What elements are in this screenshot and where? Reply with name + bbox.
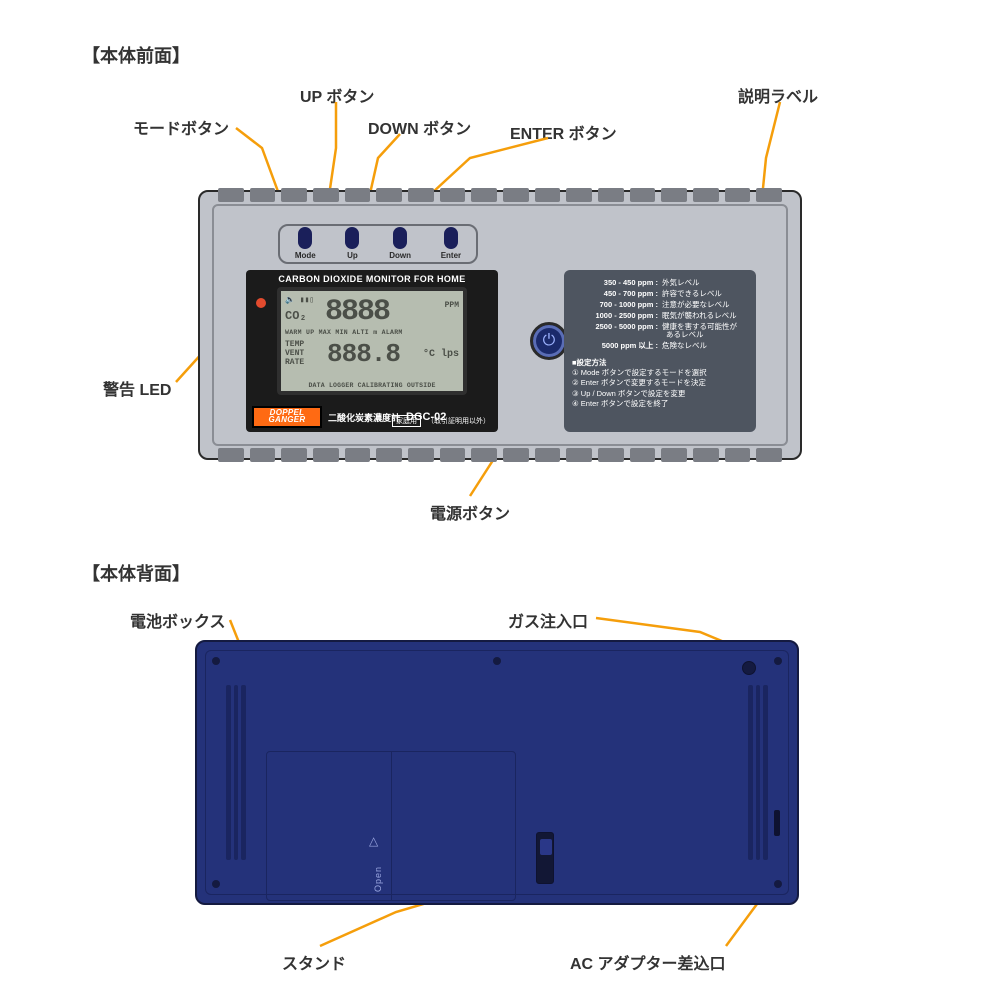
- lcd-left-labels: TEMP VENT RATE: [285, 341, 304, 367]
- info-level-desc: 眠気が襲われるレベル: [662, 311, 748, 322]
- info-level-row: 450 - 700 ppm :許容できるレベル: [572, 289, 748, 300]
- gas-inlet-port: [742, 661, 756, 675]
- down-button-label: Down: [389, 251, 411, 260]
- info-level-row: 700 - 1000 ppm :注意が必要なレベル: [572, 300, 748, 311]
- callout-down-button: DOWN ボタン: [368, 115, 471, 139]
- lcd-main-reading: 8888: [325, 295, 389, 329]
- info-sub-line: ④ Enter ボタンで設定を終了: [572, 399, 748, 409]
- callout-gas-inlet: ガス注入口: [508, 608, 588, 632]
- info-level-range: 2500 - 5000 ppm :: [572, 322, 662, 333]
- callout-stand: スタンド: [282, 950, 346, 974]
- lcd-title: CARBON DIOXIDE MONITOR FOR HOME: [246, 270, 498, 284]
- callout-mode-button: モードボタン: [133, 115, 229, 139]
- callout-ac-adapter-jack: AC アダプター差込口: [570, 950, 726, 974]
- screw-icon: [493, 657, 501, 665]
- mode-button-label: Mode: [295, 251, 316, 260]
- down-button[interactable]: [393, 227, 407, 249]
- section-title-front: 【本体前面】: [82, 42, 190, 68]
- callout-power-button: 電源ボタン: [430, 500, 510, 524]
- top-vent-slots: [218, 188, 782, 202]
- info-level-row: 5000 ppm 以上 :危険なレベル: [572, 341, 748, 352]
- lcd-secondary-reading: 888.8: [327, 339, 400, 369]
- home-use-tag: 家庭用: [392, 415, 421, 427]
- info-sub-line: ② Enter ボタンで変更するモードを決定: [572, 378, 748, 388]
- device-front: Mode Up Down Enter CARBON DIOXIDE MONITO…: [198, 190, 802, 460]
- callout-up-button: UP ボタン: [300, 83, 374, 107]
- callout-enter-button: ENTER ボタン: [510, 120, 617, 144]
- screw-icon: [212, 657, 220, 665]
- callout-warning-led: 警告 LED: [103, 376, 171, 400]
- screw-icon: [774, 657, 782, 665]
- bottom-vent-slots: [218, 448, 782, 462]
- info-level-range: 1000 - 2500 ppm :: [572, 311, 662, 322]
- info-level-desc: 危険なレベル: [662, 341, 748, 352]
- info-level-row: 1000 - 2500 ppm :眠気が襲われるレベル: [572, 311, 748, 322]
- info-level-desc: 許容できるレベル: [662, 289, 748, 300]
- warning-led: [256, 298, 266, 308]
- info-level-desc: 外気レベル: [662, 278, 748, 289]
- info-label: 350 - 450 ppm :外気レベル450 - 700 ppm :許容できる…: [564, 270, 756, 432]
- info-level-range: 700 - 1000 ppm :: [572, 300, 662, 311]
- info-level-range: 5000 ppm 以上 :: [572, 341, 662, 352]
- left-ridges: [226, 685, 246, 860]
- right-ridges: [748, 685, 768, 860]
- open-label: Open: [373, 866, 383, 892]
- callout-info-label: 説明ラベル: [738, 83, 818, 107]
- up-button[interactable]: [345, 227, 359, 249]
- lcd-co2-label: CO₂: [285, 309, 307, 323]
- info-sub-title: ■設定方法: [572, 358, 748, 368]
- lcd-status-icons: 🔈 ▮▮▯: [285, 295, 314, 305]
- lcd-mid-indicators: WARM UP MAX MIN ALTI m ALARM: [285, 329, 403, 336]
- screw-icon: [212, 880, 220, 888]
- device-back: △ Open: [195, 640, 799, 905]
- info-sub-line: ③ Up / Down ボタンで設定を変更: [572, 389, 748, 399]
- info-level-row: 350 - 450 ppm :外気レベル: [572, 278, 748, 289]
- power-icon: ⏻: [543, 332, 556, 350]
- info-level-desc: 注意が必要なレベル: [662, 300, 748, 311]
- brand-logo: DOPPEL GANGER: [252, 406, 322, 428]
- lcd-ppm-unit: PPM: [445, 301, 459, 310]
- battery-compartment[interactable]: △ Open: [266, 751, 516, 901]
- up-button-label: Up: [347, 251, 358, 260]
- section-title-back: 【本体背面】: [82, 560, 190, 586]
- lcd-temp-unit: °C lps: [423, 349, 459, 360]
- enter-button-label: Enter: [441, 251, 461, 260]
- ac-adapter-jack[interactable]: [774, 810, 780, 836]
- screw-icon: [774, 880, 782, 888]
- info-level-range: 350 - 450 ppm :: [572, 278, 662, 289]
- info-level-row: 2500 - 5000 ppm :健康を害する可能性が: [572, 322, 748, 333]
- button-bar: Mode Up Down Enter: [278, 224, 478, 264]
- power-button[interactable]: ⏻: [530, 322, 568, 360]
- open-arrow-icon: △: [369, 834, 385, 844]
- usage-note: （取引証明用以外）: [427, 416, 490, 426]
- info-sub-line: ① Mode ボタンで設定するモードを選択: [572, 368, 748, 378]
- enter-button[interactable]: [444, 227, 458, 249]
- back-plate: △ Open: [205, 650, 789, 895]
- mode-button[interactable]: [298, 227, 312, 249]
- info-level-range: 450 - 700 ppm :: [572, 289, 662, 300]
- callout-battery-box: 電池ボックス: [130, 608, 226, 632]
- stand[interactable]: [536, 832, 554, 884]
- lcd-screen: 🔈 ▮▮▯ CO₂ 8888 PPM WARM UP MAX MIN ALTI …: [277, 287, 467, 395]
- brand-line-2: GANGER: [269, 417, 306, 424]
- lcd-block: CARBON DIOXIDE MONITOR FOR HOME 🔈 ▮▮▯ CO…: [246, 270, 498, 432]
- front-bezel: Mode Up Down Enter CARBON DIOXIDE MONITO…: [212, 204, 788, 446]
- lcd-bottom-indicators: DATA LOGGER CALIBRATING OUTSIDE: [281, 382, 463, 389]
